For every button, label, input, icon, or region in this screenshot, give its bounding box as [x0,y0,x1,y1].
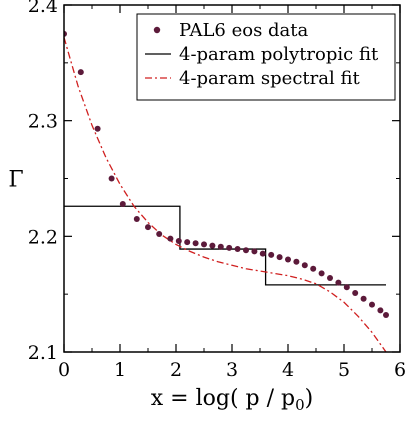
legend-box [136,13,396,101]
y-axis-label: Γ [8,168,23,193]
pal6-data-point [318,270,325,277]
x-tick-label: 5 [338,359,350,381]
tick-labels-layer: 0 1 2 3 4 5 6 2.1 2.2 2.3 2.4 [28,0,406,381]
pal6-data-point [377,307,384,314]
pal6-data-point [259,250,266,257]
pal6-data-point [217,243,224,250]
legend-entry-pal6: PAL6 eos data [179,20,309,41]
legend: PAL6 eos data 4-param polytropic fit 4-p… [136,13,396,101]
pal6-data-point [301,262,308,269]
y-tick-label: 2.4 [28,0,58,17]
pal6-data-point [184,239,191,246]
pal6-data-point [360,295,367,302]
x-tick-label: 3 [226,359,238,381]
axis-ticks-layer [63,4,401,353]
pal6-data-point [383,311,389,318]
pal6-data-point [94,125,101,132]
pal6-data-point [234,246,241,253]
pal6-data-point [133,215,140,222]
pal6-data-point [201,241,207,248]
pal6-data-point [276,254,283,261]
legend-entry-polytropic: 4-param polytropic fit [179,44,379,65]
x-axis-label-close: ) [305,386,314,411]
pal6-data-point [285,256,291,263]
pal6-data-point [145,224,151,231]
pal6-data-point [352,290,359,297]
pal6-data-point [77,69,84,76]
y-tick-label: 2.1 [28,342,58,364]
x-tick-label: 2 [170,359,182,381]
pal6-data-point [209,242,216,249]
y-tick-label: 2.3 [28,111,58,133]
x-axis-label-main: x = log( p / p [151,386,295,411]
x-axis-label: x = log( p / p0) [151,386,313,414]
pal6-data-point [119,200,126,207]
pal6-data-point [268,251,275,258]
pal6-data-point [335,279,342,286]
pal6-data-point [108,175,115,182]
spectral-fit-line [64,37,387,352]
x-axis-label-subscript: 0 [295,396,305,414]
pal6-data-point [369,301,375,308]
x-tick-label: 0 [58,359,70,381]
legend-marker-pal6 [153,26,161,34]
plot-series-layer [64,30,389,352]
pal6-data-point [310,265,317,272]
y-tick-label: 2.2 [28,226,58,248]
pal6-data-point [251,248,258,255]
x-tick-label: 1 [114,359,126,381]
pal6-data-point [175,237,182,244]
polytropic-fit-line [64,205,386,286]
legend-entry-spectral: 4-param spectral fit [179,68,360,89]
pal6-data-point [243,247,249,254]
pal6-data-point [156,231,163,238]
pal6-data-point [167,235,174,242]
pal6-data-point [226,244,233,251]
x-tick-label: 6 [394,359,406,381]
pal6-data-point [343,284,350,291]
pal6-data-point [327,274,333,281]
pal6-data-point [192,240,199,247]
pal6-data-point [293,258,300,265]
x-tick-label: 4 [282,359,294,381]
